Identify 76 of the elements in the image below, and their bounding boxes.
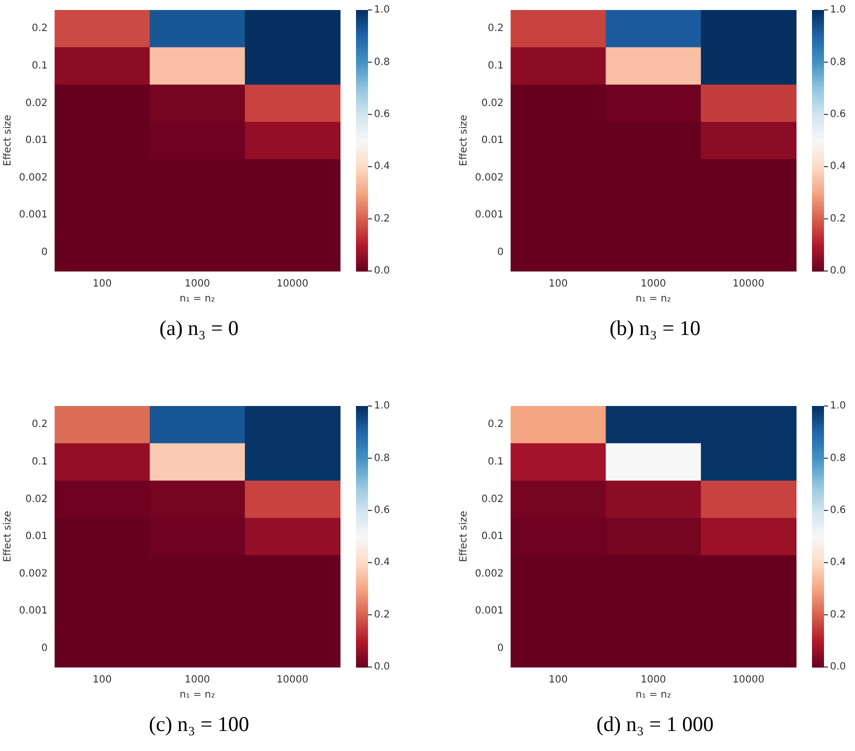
color-bar-label: 0.6 xyxy=(830,108,846,120)
x-axis-title: n₁ = n₂ xyxy=(636,690,672,701)
x-axis-title: n₁ = n₂ xyxy=(636,294,672,305)
color-bar-label: 0.2 xyxy=(374,213,390,224)
text: (b) n₃ = 10 xyxy=(608,316,702,341)
y-tick-label: 0.002 xyxy=(18,568,48,580)
color-bar-label: 0.8 xyxy=(830,56,846,68)
y-tick-label: 0.01 xyxy=(25,531,48,542)
x-tick-label: 1000 xyxy=(640,674,666,686)
y-tick-label: 0.1 xyxy=(32,60,48,72)
y-tick-label: 0.2 xyxy=(32,419,48,430)
color-bar-label: 0.8 xyxy=(830,452,846,464)
color-bar-label: 0.4 xyxy=(374,161,390,172)
color-bar-label: 0.4 xyxy=(374,557,390,568)
color-bar-label: 0.2 xyxy=(374,609,390,620)
y-tick-label: 0.2 xyxy=(32,23,48,34)
y-tick-label: 0.002 xyxy=(474,568,504,580)
y-tick-label: 0.02 xyxy=(481,494,504,505)
x-tick-label: 100 xyxy=(548,278,568,290)
y-tick-label: 0.2 xyxy=(488,23,504,34)
x-tick-label: 1000 xyxy=(184,278,210,290)
x-tick-label: 100 xyxy=(92,278,112,290)
y-tick-label: 0.002 xyxy=(474,172,504,184)
x-tick-label: 1000 xyxy=(184,674,210,686)
y-tick-label: 0 xyxy=(41,642,48,654)
color-bar-label: 0.8 xyxy=(374,452,390,464)
y-tick-label: 0 xyxy=(41,246,48,258)
color-bar-label: 0.2 xyxy=(830,609,846,620)
text: (a) n₃ = 0 xyxy=(158,316,240,341)
color-bar-label: 0.0 xyxy=(830,662,846,673)
y-tick-label: 0.02 xyxy=(481,98,504,109)
x-axis-title: n₁ = n₂ xyxy=(180,294,216,305)
color-bar-label: 0.0 xyxy=(374,662,390,673)
y-tick-label: 0.002 xyxy=(18,172,48,184)
text: (c) n₃ = 100 xyxy=(148,712,250,737)
x-tick-label: 100 xyxy=(548,674,568,686)
y-tick-label: 0 xyxy=(497,642,504,654)
color-bar-label: 1.0 xyxy=(374,4,390,16)
y-tick-label: 0.001 xyxy=(18,606,48,617)
x-axis-title: n₁ = n₂ xyxy=(180,690,216,701)
y-tick-label: 0.1 xyxy=(488,60,504,72)
y-tick-label: 0.1 xyxy=(32,456,48,468)
y-tick-label: 0.001 xyxy=(474,606,504,617)
color-bar-label: 0.4 xyxy=(830,161,846,172)
y-axis-title: Effect size xyxy=(2,114,14,166)
y-tick-label: 0.02 xyxy=(25,494,48,505)
color-bar-label: 1.0 xyxy=(374,400,390,412)
x-tick-label: 10000 xyxy=(276,674,308,686)
y-tick-label: 0.2 xyxy=(488,419,504,430)
text: (d) n₃ = 1 000 xyxy=(595,712,715,737)
y-tick-label: 0 xyxy=(497,246,504,258)
color-bar-label: 0.6 xyxy=(374,108,390,120)
y-tick-label: 0.001 xyxy=(18,210,48,221)
color-bar-label: 1.0 xyxy=(830,400,846,412)
x-tick-label: 1000 xyxy=(640,278,666,290)
y-axis-title: Effect size xyxy=(2,510,14,562)
color-bar-label: 0.0 xyxy=(374,266,390,277)
y-axis-title: Effect size xyxy=(458,114,470,166)
color-bar-label: 0.8 xyxy=(374,56,390,68)
y-tick-label: 0.01 xyxy=(25,135,48,146)
color-bar-label: 0.0 xyxy=(830,266,846,277)
color-bar-label: 0.4 xyxy=(830,557,846,568)
color-bar-label: 1.0 xyxy=(830,4,846,16)
y-axis-title: Effect size xyxy=(458,510,470,562)
y-tick-label: 0.01 xyxy=(481,531,504,542)
color-bar-label: 0.6 xyxy=(830,504,846,516)
y-tick-label: 0.02 xyxy=(25,98,48,109)
x-tick-label: 10000 xyxy=(732,278,764,290)
y-tick-label: 0.001 xyxy=(474,210,504,221)
x-tick-label: 100 xyxy=(92,674,112,686)
color-bar-label: 0.2 xyxy=(830,213,846,224)
color-bar-label: 0.6 xyxy=(374,504,390,516)
y-tick-label: 0.01 xyxy=(481,135,504,146)
x-tick-label: 10000 xyxy=(732,674,764,686)
x-tick-label: 10000 xyxy=(276,278,308,290)
y-tick-label: 0.1 xyxy=(488,456,504,468)
